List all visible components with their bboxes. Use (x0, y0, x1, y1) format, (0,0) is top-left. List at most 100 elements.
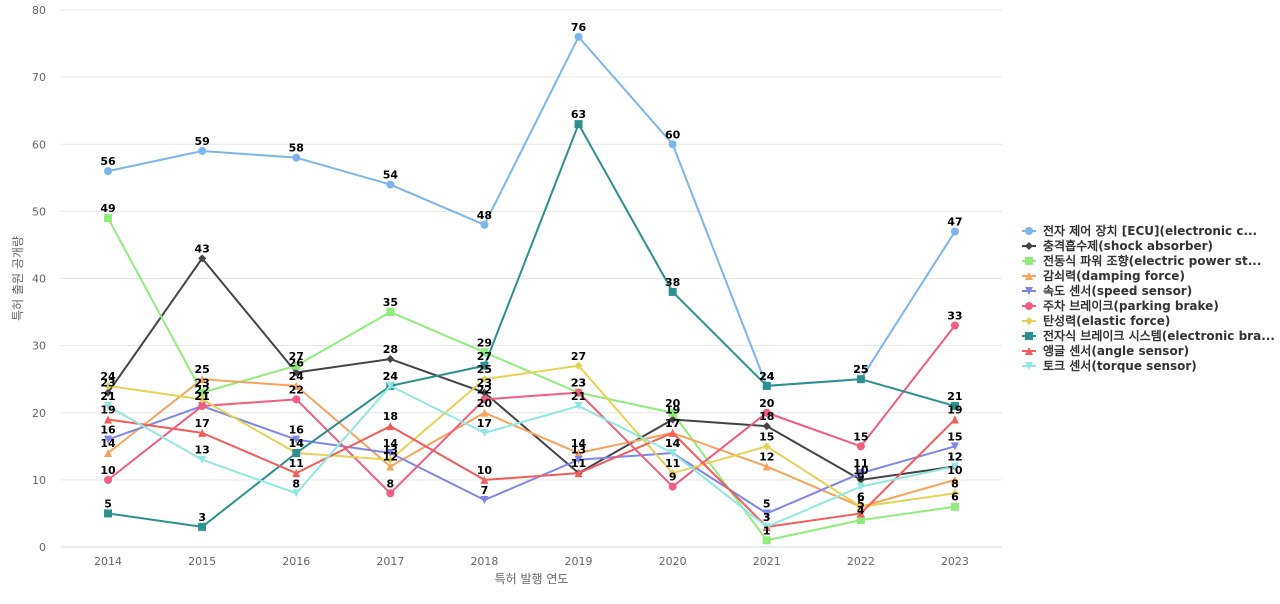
data-point (574, 402, 583, 411)
data-label: 12 (947, 450, 962, 463)
data-label: 5 (104, 497, 112, 510)
legend-item[interactable]: 주차 브레이크(parking brake) (1022, 298, 1219, 313)
data-point (950, 402, 959, 411)
data-label: 27 (571, 350, 586, 363)
data-point (480, 220, 489, 229)
data-point (292, 449, 301, 458)
x-tick-label: 2019 (565, 555, 593, 568)
data-label: 35 (383, 296, 398, 309)
x-tick-label: 2023 (941, 555, 969, 568)
legend-item[interactable]: 속도 센서(speed sensor) (1022, 283, 1192, 298)
data-point (574, 469, 583, 478)
data-label: 18 (759, 410, 774, 423)
legend-item[interactable]: 앵글 센서(angle sensor) (1022, 343, 1189, 358)
data-label: 18 (383, 410, 398, 423)
legend-item[interactable]: 충격흡수제(shock absorber) (1022, 238, 1213, 253)
x-tick-label: 2015 (188, 555, 216, 568)
data-label: 6 (857, 491, 865, 504)
data-point (762, 462, 771, 471)
data-point (104, 415, 113, 424)
legend-item[interactable]: 탄성력(elastic force) (1022, 313, 1170, 328)
data-point (856, 442, 865, 451)
data-label: 26 (289, 356, 305, 369)
data-point (480, 408, 489, 417)
data-point (668, 140, 677, 149)
legend: 전자 제어 장치 [ECU](electronic c...충격흡수제(shoc… (1022, 223, 1275, 373)
data-label: 3 (763, 511, 771, 524)
legend-label: 전자 제어 장치 [ECU](electronic c... (1043, 223, 1257, 238)
legend-label: 주차 브레이크(parking brake) (1043, 298, 1219, 313)
legend-marker (1025, 287, 1033, 295)
series-line (107, 378, 956, 508)
x-tick-label: 2017 (376, 555, 404, 568)
data-label: 17 (665, 417, 680, 430)
data-label: 12 (947, 450, 962, 463)
data-label: 5 (763, 497, 771, 510)
data-point (292, 469, 301, 478)
data-label: 24 (759, 370, 775, 383)
data-point (856, 509, 865, 518)
data-label: 23 (194, 377, 209, 390)
legend-item[interactable]: 전동식 파워 조향(electric power st... (1022, 253, 1261, 268)
data-point (574, 388, 583, 397)
data-point (386, 455, 395, 464)
data-point (104, 381, 113, 390)
data-point (480, 348, 489, 357)
data-label: 7 (481, 484, 489, 497)
data-point (386, 449, 395, 458)
x-tick-label: 2020 (659, 555, 687, 568)
data-point (950, 462, 959, 471)
data-label: 28 (383, 343, 398, 356)
data-label: 23 (571, 377, 586, 390)
data-point (292, 489, 301, 498)
data-point (198, 395, 207, 404)
data-label: 11 (571, 457, 586, 470)
y-tick-label: 0 (39, 541, 46, 554)
data-label: 21 (947, 390, 962, 403)
data-point (950, 442, 959, 451)
data-label: 23 (571, 377, 586, 390)
data-label: 11 (289, 457, 304, 470)
data-point (386, 462, 395, 471)
data-point (104, 435, 113, 444)
x-tick-label: 2018 (470, 555, 498, 568)
legend-marker (1025, 317, 1033, 325)
data-point (668, 415, 677, 424)
data-label: 14 (571, 437, 587, 450)
data-label: 15 (759, 430, 774, 443)
legend-item[interactable]: 감쇠력(damping force) (1022, 268, 1185, 283)
data-label: 24 (383, 370, 399, 383)
data-point (480, 496, 489, 505)
data-point (574, 455, 583, 464)
data-point (950, 502, 959, 511)
data-point (104, 214, 113, 223)
series-line (107, 418, 956, 528)
data-label: 16 (289, 424, 305, 437)
data-point (856, 475, 865, 484)
data-point (950, 415, 959, 424)
data-label: 24 (383, 370, 399, 383)
legend-item[interactable]: 전자식 브레이크 시스템(electronic bra... (1022, 328, 1275, 343)
data-label: 23 (100, 377, 115, 390)
data-point (950, 227, 959, 236)
data-point (104, 388, 113, 397)
data-point (386, 180, 395, 189)
data-label: 22 (194, 383, 209, 396)
y-tick-label: 50 (32, 205, 46, 218)
legend-marker (1025, 242, 1033, 250)
data-point (762, 422, 771, 431)
data-point (762, 536, 771, 545)
data-label: 11 (571, 457, 586, 470)
legend-item[interactable]: 전자 제어 장치 [ECU](electronic c... (1022, 223, 1257, 238)
data-point (198, 428, 207, 437)
legend-label: 속도 센서(speed sensor) (1043, 283, 1192, 298)
data-label: 17 (194, 417, 209, 430)
series-7 (104, 361, 959, 511)
series-line (107, 123, 956, 528)
legend-item[interactable]: 토크 센서(torque sensor) (1022, 358, 1197, 373)
data-label: 3 (198, 511, 206, 524)
data-label: 47 (947, 216, 962, 229)
data-label: 13 (571, 444, 586, 457)
